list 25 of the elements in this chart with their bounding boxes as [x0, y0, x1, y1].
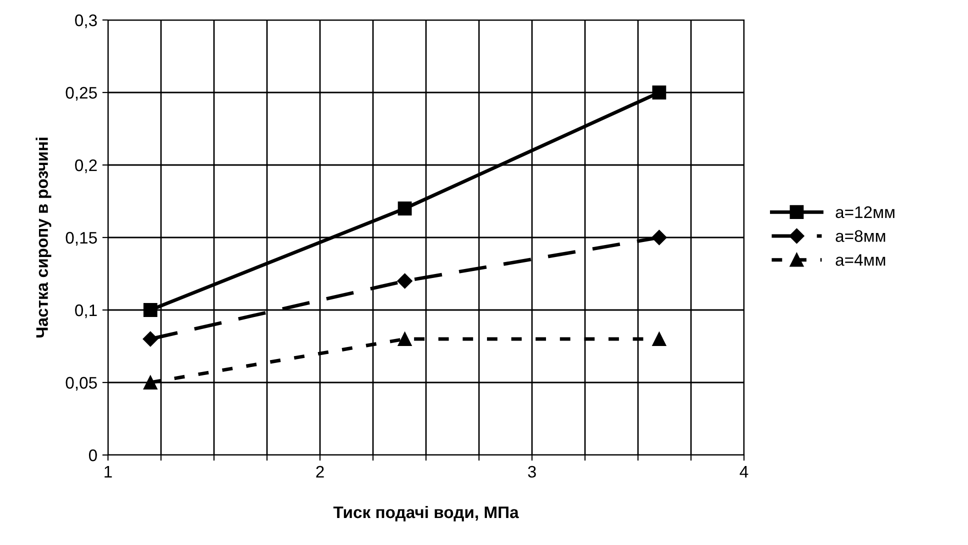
point	[398, 202, 412, 216]
x-tick-label: 1	[104, 466, 112, 478]
y-tick-label: 0	[88, 449, 97, 462]
x-tick-label: 3	[528, 466, 536, 478]
x-axis-title: Тиск подачі води, МПа	[333, 506, 519, 522]
legend-label: а=12мм	[836, 206, 894, 218]
legend-label: а=4мм	[836, 254, 886, 266]
point	[397, 273, 412, 289]
y-axis-title: Частка сиропу в розчині	[36, 138, 52, 338]
x-tick-label: 2	[316, 466, 324, 478]
y-tick-label: 0,1	[75, 304, 97, 318]
y-tick-label: 0,3	[75, 14, 97, 28]
y-tick-label: 0,2	[75, 159, 97, 174]
point	[652, 332, 666, 346]
point	[142, 331, 158, 347]
y-tick-label: 0,15	[66, 232, 97, 246]
y-tick-label: 0,25	[66, 86, 97, 101]
legend-label: а=8мм	[836, 230, 886, 242]
point	[398, 332, 412, 346]
point	[143, 303, 158, 317]
point	[652, 230, 667, 246]
y-tick-label: 0,05	[66, 376, 97, 391]
point	[652, 86, 666, 100]
point	[143, 376, 158, 390]
x-tick-label: 4	[740, 466, 748, 478]
